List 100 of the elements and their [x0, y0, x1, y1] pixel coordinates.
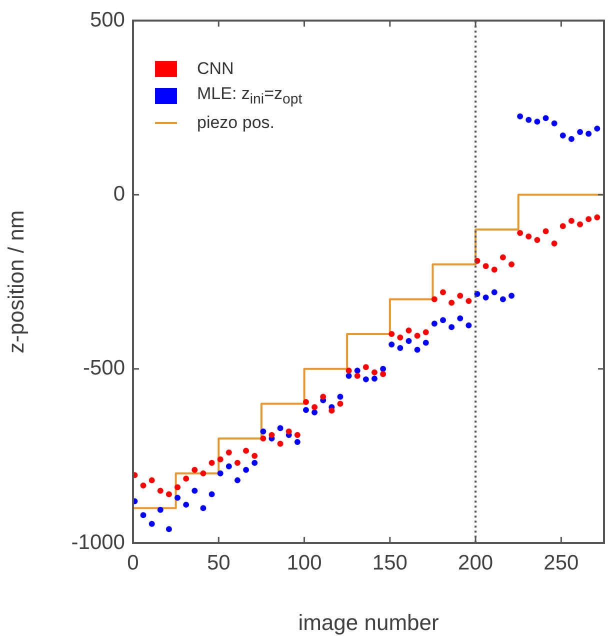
point: [277, 425, 284, 432]
point: [371, 376, 378, 382]
point: [362, 376, 369, 382]
point: [431, 296, 438, 302]
point: [526, 234, 532, 240]
point: [354, 372, 360, 379]
point: [234, 477, 240, 484]
point: [414, 346, 420, 353]
point: [422, 329, 429, 336]
point: [183, 502, 190, 508]
x-tick-label: 250: [544, 551, 579, 574]
point: [320, 394, 326, 400]
point: [174, 494, 181, 501]
point: [354, 368, 360, 374]
point: [260, 436, 266, 442]
point: [568, 218, 574, 224]
x-tick-label: 50: [206, 551, 230, 574]
point: [577, 129, 584, 136]
point: [346, 368, 352, 374]
y-tick-label: 0: [113, 182, 125, 206]
point: [157, 506, 164, 513]
point: [440, 317, 446, 324]
point: [491, 266, 498, 273]
point: [457, 292, 464, 299]
point: [337, 400, 344, 407]
y-axis-title: z-position / nm: [3, 210, 28, 354]
point: [594, 126, 600, 132]
point: [560, 223, 566, 230]
point: [294, 439, 300, 446]
point: [166, 526, 172, 532]
point: [337, 394, 344, 400]
point: [448, 324, 455, 330]
point: [542, 115, 549, 122]
point: [568, 136, 574, 142]
point: [466, 322, 472, 328]
point: [482, 294, 489, 300]
y-tick-label: -500: [82, 356, 125, 380]
x-tick-label: 150: [372, 551, 408, 574]
point: [192, 488, 198, 494]
point: [431, 320, 438, 327]
point: [397, 334, 404, 341]
x-tick-label: 100: [286, 551, 322, 574]
point: [534, 237, 540, 244]
point: [252, 460, 258, 466]
point: [226, 449, 232, 456]
point: [346, 372, 352, 379]
point: [217, 456, 224, 462]
point: [560, 132, 566, 139]
point: [148, 477, 155, 484]
legend-label: piezo pos.: [197, 112, 274, 132]
point: [243, 466, 250, 473]
x-tick-label: 200: [458, 551, 494, 574]
point: [414, 332, 420, 339]
point: [302, 398, 309, 405]
point: [380, 366, 386, 372]
point: [252, 452, 258, 459]
point: [508, 292, 515, 299]
point: [328, 408, 335, 414]
point: [277, 440, 284, 447]
y-tick-label: -1000: [71, 530, 125, 554]
point: [200, 505, 206, 512]
point: [491, 289, 498, 296]
point: [406, 328, 412, 334]
point: [482, 263, 489, 270]
point: [192, 466, 198, 473]
point: [388, 341, 395, 348]
point: [312, 409, 318, 416]
point: [440, 289, 446, 296]
point: [208, 460, 215, 466]
point: [577, 221, 584, 228]
point: [586, 130, 592, 137]
point: [466, 298, 472, 304]
point: [500, 254, 506, 260]
point: [422, 340, 429, 346]
point: [148, 520, 155, 527]
point: [140, 512, 146, 518]
point: [208, 491, 215, 498]
point: [200, 470, 206, 476]
point: [397, 344, 404, 351]
point: [226, 463, 232, 470]
point: [551, 240, 558, 246]
point: [174, 484, 181, 490]
point: [302, 406, 309, 413]
point: [406, 338, 412, 344]
point: [526, 116, 532, 123]
point: [371, 369, 378, 376]
point: [183, 476, 190, 482]
point: [362, 364, 369, 370]
point: [517, 113, 524, 120]
point: [542, 228, 549, 234]
point: [500, 296, 506, 302]
legend-label: CNN: [197, 58, 234, 78]
point: [260, 428, 266, 435]
x-axis-title: image number: [298, 610, 439, 635]
point: [594, 214, 600, 220]
point: [448, 300, 455, 306]
point: [268, 432, 275, 438]
y-tick-label: 500: [90, 8, 125, 32]
point: [286, 428, 292, 435]
point: [294, 432, 300, 438]
